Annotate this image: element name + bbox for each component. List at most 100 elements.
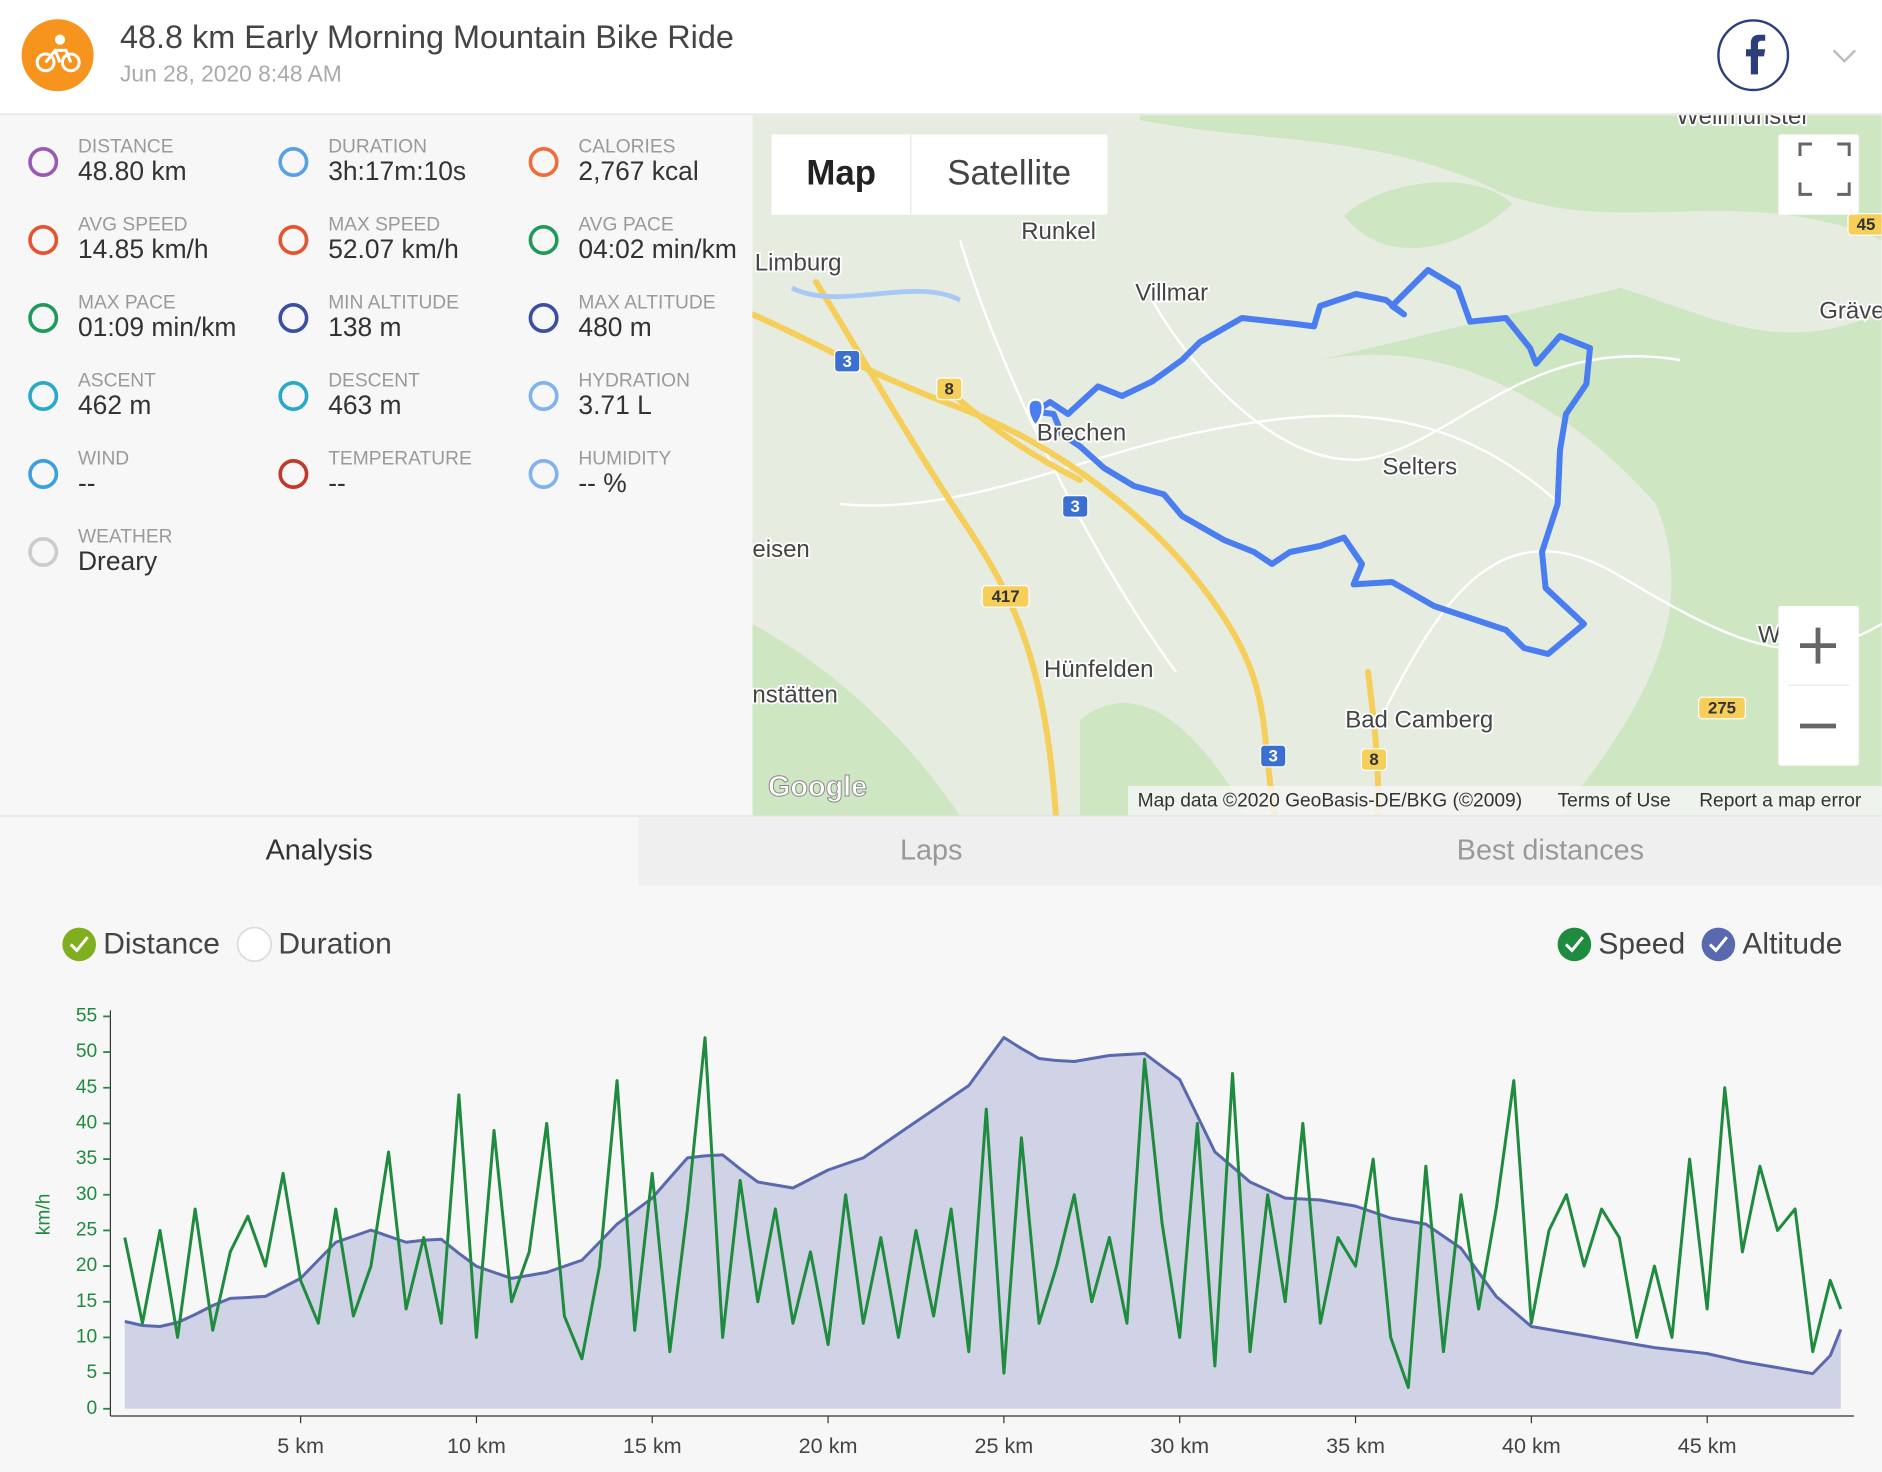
place-label: Selters <box>1382 453 1457 480</box>
terms-link[interactable]: Terms of Use <box>1558 791 1671 812</box>
road-number: 8 <box>945 379 954 398</box>
duration-toggle[interactable] <box>236 926 273 963</box>
place-label: Limburg <box>755 249 842 276</box>
stat-icon <box>528 225 559 256</box>
report-link[interactable]: Report a map error <box>1699 791 1862 812</box>
y-tick-label: 50 <box>76 1041 97 1062</box>
map-button-label[interactable]: Map <box>806 153 876 192</box>
stat-value: 462 m <box>78 390 151 420</box>
legend-label[interactable]: Altitude <box>1742 928 1842 961</box>
satellite-button-label[interactable]: Satellite <box>947 153 1071 192</box>
stat-value: -- % <box>578 468 626 498</box>
place-label: Gräve <box>1819 297 1882 324</box>
stat-icon <box>278 225 309 256</box>
place-label: eisen <box>752 536 809 563</box>
stat-label: AVG PACE <box>578 215 673 236</box>
inactive-tabs-bg <box>638 817 1882 886</box>
altitude-area <box>124 1037 1841 1409</box>
stat-label: WEATHER <box>78 527 173 548</box>
stat-label: HUMIDITY <box>578 449 671 470</box>
stat-value: 14.85 km/h <box>78 234 209 264</box>
attribution-bg <box>1128 786 1882 817</box>
place-label: Hünfelden <box>1044 656 1153 683</box>
stat-label: DESCENT <box>328 371 420 392</box>
road-shield <box>936 377 963 401</box>
fullscreen-glyph <box>1798 142 1851 196</box>
series-toggle[interactable] <box>1557 927 1592 962</box>
tab-analysis[interactable]: Analysis <box>266 835 373 867</box>
facebook-button[interactable] <box>1717 19 1790 92</box>
facebook-glyph <box>1746 34 1766 75</box>
stat-icon <box>528 147 559 178</box>
map-button[interactable] <box>771 134 911 215</box>
stat-label: MAX SPEED <box>328 215 440 236</box>
place-label: Brechen <box>1037 420 1126 447</box>
stat-value: 138 m <box>328 312 401 342</box>
road-number: 3 <box>1071 497 1080 516</box>
x-tick-label: 45 km <box>1678 1433 1737 1458</box>
stat-icon <box>528 303 559 334</box>
stat-label: HYDRATION <box>578 371 690 392</box>
stat-label: CALORIES <box>578 137 675 158</box>
y-tick-label: 25 <box>76 1220 97 1241</box>
road-number: 3 <box>1269 747 1278 766</box>
stat-label: DURATION <box>328 137 427 158</box>
stat-value: 480 m <box>578 312 651 342</box>
x-tick-label: 10 km <box>447 1433 506 1458</box>
stat-value: 48.80 km <box>78 156 187 186</box>
x-tick-label: 15 km <box>623 1433 682 1458</box>
map-labels: Weilmünster Runkel Limburg Villmar Gräve Brec… <box>752 115 1882 772</box>
stat-value: -- <box>328 468 346 498</box>
road-shield <box>1360 748 1388 772</box>
route <box>1032 267 1594 658</box>
header-bg <box>0 0 1882 115</box>
y-tick-label: 15 <box>76 1291 97 1312</box>
tab-best-distances[interactable]: Best distances <box>1457 835 1644 867</box>
duration-label[interactable]: Duration <box>278 928 391 961</box>
road-shield <box>981 585 1030 608</box>
road-number: 45 <box>1857 215 1876 234</box>
place-label: nstätten <box>752 681 837 708</box>
x-tick-label: 5 km <box>277 1433 324 1458</box>
road-number: 8 <box>1369 750 1378 769</box>
y-tick-label: 55 <box>76 1005 97 1026</box>
stat-icon <box>28 303 59 334</box>
river <box>790 285 962 303</box>
distance-toggle[interactable] <box>62 927 96 962</box>
stat-icon <box>278 381 309 412</box>
distance-label[interactable]: Distance <box>103 928 220 961</box>
stat-value: 04:02 min/km <box>578 234 736 264</box>
stat-icon <box>528 459 559 490</box>
y-tick-label: 30 <box>76 1184 97 1205</box>
bike-glyph <box>35 34 81 73</box>
road-shield <box>1260 744 1287 768</box>
speed-line <box>123 1036 1843 1389</box>
x-tick-label: 35 km <box>1326 1433 1385 1458</box>
stat-label: TEMPERATURE <box>328 449 472 470</box>
stats-panel <box>0 115 753 817</box>
stat-icon <box>278 459 309 490</box>
series-toggle[interactable] <box>1701 927 1736 962</box>
tab-laps[interactable]: Laps <box>900 835 962 867</box>
road-shield <box>1847 213 1882 236</box>
stat-value: 2,767 kcal <box>578 156 698 186</box>
road-number: 417 <box>992 587 1020 606</box>
legend-label[interactable]: Speed <box>1598 928 1685 961</box>
stat-icon <box>278 147 309 178</box>
place-label: W <box>1758 621 1781 648</box>
map[interactable]: Weilmünster Runkel Limburg Villmar Gräve Brec… <box>752 103 1882 817</box>
stat-label: MAX PACE <box>78 293 176 314</box>
title: 48.8 km Early Morning Mountain Bike Ride <box>120 19 734 55</box>
stat-label: MIN ALTITUDE <box>328 293 459 314</box>
stat-icon <box>278 303 309 334</box>
zoom-in[interactable] <box>1800 627 1837 664</box>
road-shield <box>834 349 861 373</box>
google-logo: Google <box>768 771 867 803</box>
y-tick-label: 35 <box>76 1148 97 1169</box>
start-pin <box>1027 398 1044 428</box>
expand-chevron[interactable] <box>1832 49 1857 63</box>
x-tick-label: 20 km <box>799 1433 858 1458</box>
fullscreen-button[interactable] <box>1778 134 1859 215</box>
